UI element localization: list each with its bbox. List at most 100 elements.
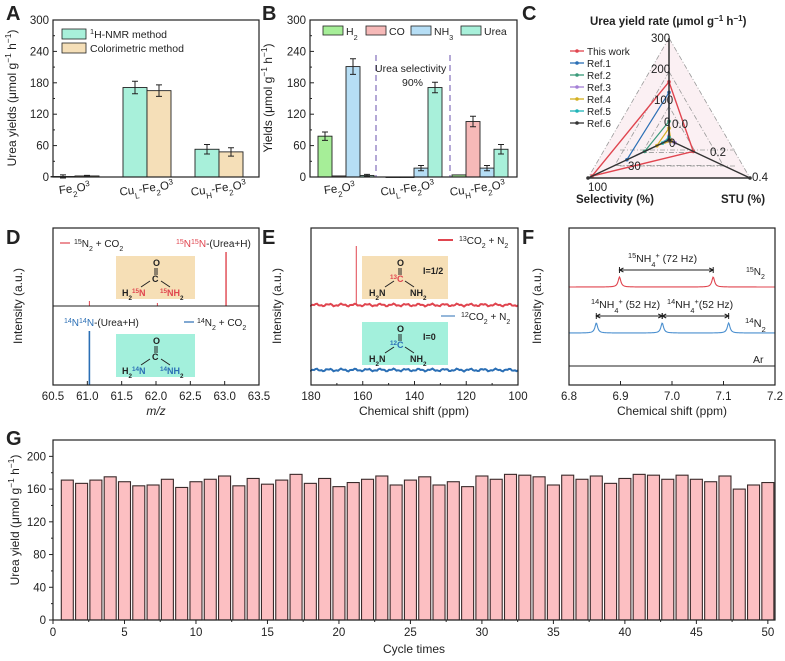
peak-label-15n: 15N15N-(Urea+H): [176, 239, 251, 251]
y-axis-label-text: Intensity (a.u.): [270, 268, 284, 344]
panel-label-f: F: [522, 227, 534, 249]
text-span: O: [420, 180, 431, 193]
panel-label-g: G: [6, 428, 22, 450]
y-tick-label: 80: [33, 550, 46, 562]
bar-cycle-30: [475, 475, 489, 621]
x-tick-label: CuL-Fe2O3: [118, 177, 175, 202]
annotation-14nh4-2: 14NH4+(52 Hz): [667, 297, 733, 315]
text-span: C: [397, 274, 404, 284]
text-span: 2: [423, 295, 427, 302]
x-tick-label: Fe2O3: [58, 178, 90, 198]
radar-tick: 30: [628, 161, 641, 173]
text-span: −1: [714, 14, 724, 23]
spectrum-13co2: [310, 302, 519, 308]
y-tick-label: 120: [287, 109, 306, 121]
text-span: H: [369, 354, 376, 364]
text-span: 3: [241, 177, 247, 187]
text-span: 15: [628, 251, 636, 260]
text-span: + CO: [93, 239, 120, 250]
x-tick-label: 62.0: [145, 391, 167, 403]
atom-o: O: [153, 336, 160, 346]
bar-cycle-49: [746, 484, 761, 621]
x-tick-label: 6.8: [561, 391, 577, 403]
legend-label-urea: Urea: [484, 26, 507, 38]
bar-cycle-29: [461, 486, 475, 621]
text-span: −1: [3, 33, 13, 43]
error-bar: [228, 147, 234, 157]
text-span: 2: [376, 295, 380, 302]
bar-cycle-5: [117, 481, 132, 621]
bar-cycle-15: [260, 483, 275, 621]
text-span: Cu: [190, 185, 206, 199]
legend-label-h2: H2: [346, 26, 358, 42]
label-ar: Ar: [753, 354, 764, 366]
text-span: -: [399, 184, 405, 196]
atom-c: 12C: [390, 340, 404, 351]
radar-tick: 300: [651, 33, 670, 45]
x-tick-label-text: Fe2O3: [323, 178, 357, 200]
bar-cycle-13: [232, 485, 246, 621]
text-span: ): [743, 16, 747, 28]
x-tick-label: 15: [261, 627, 274, 639]
legend-swatch-urea: [460, 25, 482, 36]
bond: [140, 358, 171, 366]
panel-f: 15NH4+ (72 Hz)14NH4+ (52 Hz) 14NH4+(52 Hz…: [530, 227, 783, 418]
x-tick-label: 60.5: [42, 391, 64, 403]
text-span: Cu: [449, 185, 465, 199]
text-span: O: [341, 182, 352, 195]
x-tick-label: CuH-Fe2O3: [449, 177, 506, 201]
atom-right: NH2: [410, 288, 427, 302]
x-tick-label: 61.0: [76, 391, 98, 403]
y-axis-label-text: Intensity (a.u.): [530, 268, 544, 344]
y-axis-label-e: Intensity (a.u.): [270, 268, 284, 344]
bar-cycle-36: [561, 474, 575, 621]
text-span: -(Urea+H): [206, 239, 251, 250]
y-tick-label: 60: [36, 141, 49, 153]
text-span: h: [8, 468, 22, 478]
text-span: 13: [390, 274, 398, 281]
y-tick-label: 240: [287, 46, 306, 58]
legend-label: Ref.3: [587, 83, 611, 94]
panel-label-d: D: [6, 227, 20, 249]
text-span: Intensity (a.u.): [530, 268, 544, 344]
bar: [427, 87, 443, 178]
annotation-selectivity: Urea selectivity: [375, 63, 447, 75]
bar-cycle-11: [203, 478, 217, 621]
text-span: Urea yield (μmol g: [8, 488, 22, 586]
text-span: H-NMR method: [94, 29, 167, 41]
x-tick-label: 5: [121, 627, 127, 639]
atom-right: NH2: [410, 354, 427, 368]
bar-cycle-6: [132, 485, 146, 621]
text-span: 2: [376, 361, 380, 368]
bar-cycle-9: [175, 486, 189, 621]
text-span: 14: [160, 366, 168, 373]
y-axis-label-text: Yields (μmol g−1 h−1): [259, 44, 275, 153]
text-span: (52 Hz): [699, 299, 733, 311]
x-tick-label: 140: [405, 391, 424, 403]
text-span: 14: [64, 318, 72, 325]
text-span: +: [694, 297, 698, 306]
text-span: −1: [259, 47, 269, 57]
x-tick-label: 63.5: [248, 391, 270, 403]
bar-cycle-35: [546, 484, 560, 621]
bar: [345, 66, 361, 178]
x-tick-label-text: CuL-Fe2O3: [118, 177, 175, 202]
radar-tick: 200: [651, 64, 670, 76]
legend-label: Ref.6: [587, 119, 611, 130]
x-tick-label-text: CuH-Fe2O3: [190, 177, 248, 203]
bar: [465, 121, 481, 178]
bond: [140, 280, 171, 288]
x-tick-label: 25: [404, 627, 417, 639]
atom-o: O: [397, 324, 404, 334]
text-span: + N: [486, 236, 505, 247]
y-axis-label-b: Yields (μmol g−1 h−1): [259, 44, 275, 153]
x-tick-label: 45: [690, 627, 703, 639]
text-span: -: [138, 184, 144, 196]
text-span: 14: [667, 297, 675, 306]
radar-marker: [586, 176, 590, 180]
text-span: Yields (μmol g: [261, 77, 275, 153]
text-span: H: [122, 288, 129, 298]
text-span: N: [139, 366, 146, 376]
text-span: 2: [129, 295, 133, 302]
